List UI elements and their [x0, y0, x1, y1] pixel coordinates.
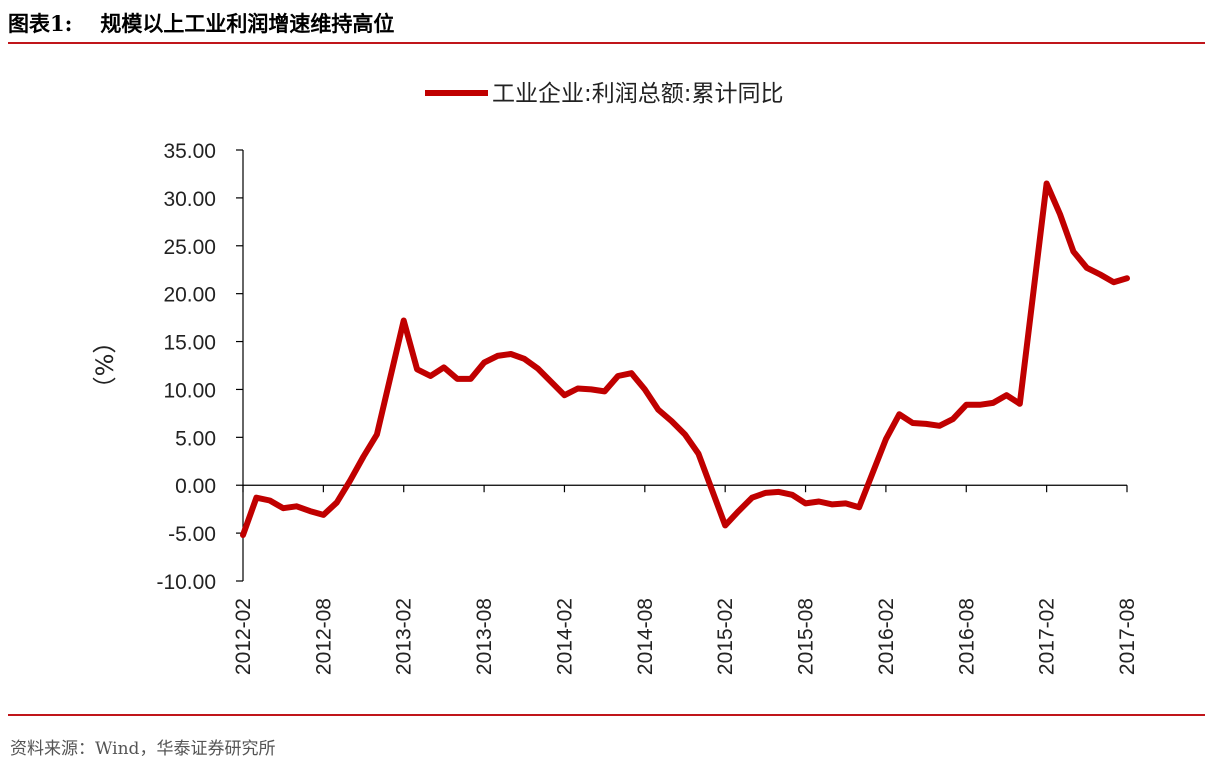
y-tick-label: 25.00: [163, 236, 216, 259]
x-tick-label: 2017-02: [1036, 598, 1059, 675]
y-ticks: 35.00 30.00 25.00 20.00 15.00 10.00 5.00 0.00 -5…: [156, 140, 243, 594]
legend: 工业企业:利润总额:累计同比: [425, 81, 784, 107]
series-line: [240, 180, 1130, 538]
y-tick-label: 0.00: [175, 475, 216, 498]
y-tick-label: 20.00: [163, 284, 216, 307]
x-tick-label: 2012-02: [232, 598, 255, 675]
bottom-rule: [8, 714, 1205, 716]
y-tick-label: 35.00: [163, 140, 216, 163]
y-tick-label: 30.00: [163, 188, 216, 211]
x-tick-label: 2017-08: [1116, 598, 1139, 675]
x-tick-label: 2013-08: [473, 598, 496, 675]
figure-title: 图表1: 规模以上工业利润增速维持高位: [8, 8, 394, 38]
top-rule: [8, 42, 1205, 44]
x-tick-label: 2016-02: [875, 598, 898, 675]
figure-number: 图表1:: [8, 11, 73, 36]
x-tick-label: 2015-08: [795, 598, 818, 675]
x-tick-label: 2014-02: [553, 598, 576, 675]
x-tick-label: 2016-08: [955, 598, 978, 675]
x-tick-label: 2012-08: [312, 598, 335, 675]
x-ticks: 2012-02 2012-08 2013-02 2013-08 2014-02 2014-…: [232, 485, 1139, 675]
y-tick-label: 15.00: [163, 332, 216, 355]
legend-label: 工业企业:利润总额:累计同比: [492, 81, 784, 107]
figure-title-text: 规模以上工业利润增速维持高位: [100, 11, 395, 36]
axes: [242, 150, 1127, 581]
line-chart: 工业企业:利润总额:累计同比 （%） 35.00 30.00 25.00 20.00 1…: [91, 81, 1139, 675]
y-axis-label: （%）: [91, 330, 119, 401]
x-tick-label: 2014-08: [634, 598, 657, 675]
y-tick-label: 5.00: [175, 427, 216, 450]
x-tick-label: 2015-02: [714, 598, 737, 675]
y-tick-label: 10.00: [163, 379, 216, 402]
x-tick-label: 2013-02: [393, 598, 416, 675]
y-tick-label: -5.00: [168, 523, 216, 546]
source-note: 资料来源：Wind，华泰证券研究所: [10, 739, 276, 759]
y-tick-label: -10.00: [156, 571, 216, 594]
